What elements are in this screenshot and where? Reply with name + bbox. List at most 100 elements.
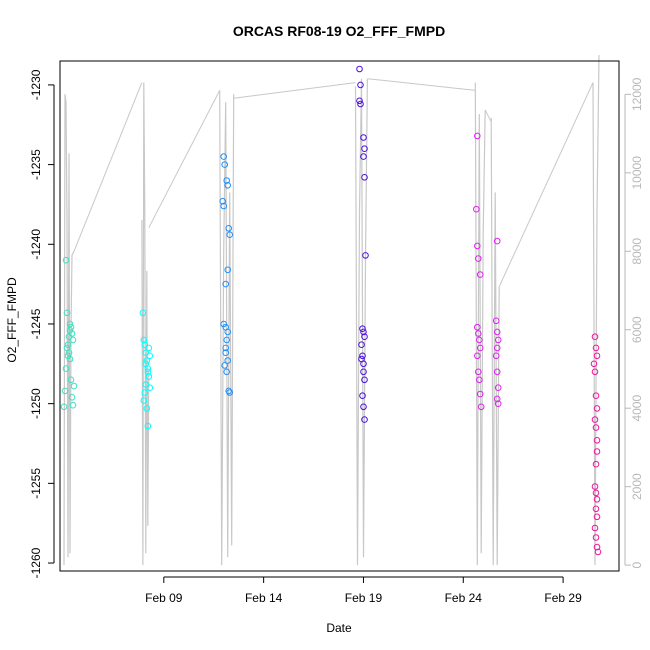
secondary-connection-line (73, 82, 143, 252)
y2-tick-label: 0 (630, 561, 644, 568)
data-point (145, 344, 153, 352)
data-point (145, 373, 153, 380)
data-point (361, 174, 368, 181)
secondary-connection-line (367, 78, 476, 91)
y2-tick-label: 8000 (630, 238, 644, 265)
data-point (474, 352, 481, 360)
y-tick-label: -1260 (29, 547, 43, 578)
data-point (493, 344, 501, 352)
data-point (591, 524, 599, 532)
x-axis-label: Date (326, 621, 352, 635)
y-tick-label: -1240 (29, 229, 43, 260)
data-point (140, 336, 148, 344)
y-tick-label: -1230 (29, 69, 43, 100)
data-point (360, 134, 367, 141)
data-point (593, 543, 601, 551)
data-point (477, 403, 485, 411)
y2-tick-label: 12000 (630, 77, 644, 111)
secondary-flight-line (219, 90, 235, 566)
data-point (64, 341, 72, 349)
data-point (356, 65, 363, 73)
data-point (360, 368, 367, 376)
data-point (359, 392, 366, 400)
data-point (222, 344, 229, 352)
data-point (593, 437, 601, 444)
data-point (493, 395, 501, 403)
data-point (357, 81, 364, 89)
data-point (494, 400, 502, 408)
data-point (475, 368, 482, 376)
x-tick-label: Feb 24 (445, 591, 483, 605)
data-point (493, 328, 501, 336)
secondary-flight-line (490, 117, 500, 566)
data-point (223, 336, 230, 344)
data-point (474, 323, 481, 331)
data-point (222, 349, 229, 357)
secondary-flight-line (474, 82, 486, 566)
data-point (143, 357, 151, 364)
data-point (65, 349, 73, 357)
data-point (141, 341, 149, 349)
data-point (142, 349, 150, 357)
y-tick-label: -1245 (29, 308, 43, 339)
data-point (592, 344, 600, 352)
data-point (62, 256, 70, 264)
data-point (144, 422, 152, 430)
points-layer (60, 65, 602, 556)
data-point (142, 381, 150, 388)
data-point (474, 132, 481, 140)
data-point (494, 336, 502, 344)
data-point (592, 489, 600, 497)
data-point (224, 357, 231, 364)
data-point (63, 309, 71, 317)
data-point (358, 355, 365, 363)
data-point (220, 202, 227, 210)
secondary-series-layer (63, 55, 600, 566)
data-point (592, 534, 600, 541)
data-point (593, 448, 601, 455)
data-point (591, 333, 599, 341)
data-point (594, 548, 602, 556)
y-axis-label: O2_FFF_FMPD (5, 277, 19, 363)
data-point (223, 177, 230, 184)
data-point (360, 153, 367, 160)
data-point (359, 352, 366, 360)
data-point (476, 390, 484, 398)
data-point (361, 376, 368, 384)
data-point (476, 271, 484, 278)
data-point (143, 405, 151, 412)
data-point (493, 368, 501, 376)
data-point (356, 97, 363, 105)
data-point (61, 387, 69, 395)
data-point (226, 389, 233, 396)
data-point (592, 392, 600, 400)
data-point (225, 387, 232, 395)
data-point (476, 336, 483, 344)
y2-tick-label: 10000 (630, 156, 644, 190)
data-point (224, 182, 231, 189)
secondary-connection-line (484, 109, 492, 123)
x-tick-label: Feb 14 (245, 591, 283, 605)
y2-tick-label: 4000 (630, 395, 644, 422)
data-point (140, 397, 148, 404)
y-tick-label: -1235 (29, 149, 43, 180)
data-point (359, 325, 366, 333)
data-point (592, 505, 600, 513)
data-point (223, 368, 230, 376)
data-point (361, 145, 368, 152)
plot-frame (59, 60, 620, 572)
data-point (67, 323, 75, 331)
data-point (475, 330, 482, 337)
axes-layer: Feb 09 Feb 14 Feb 19 Feb 24 Feb 29 -1230 -1235… (29, 69, 644, 605)
secondary-flight-line (141, 82, 150, 566)
secondary-flight-line (354, 78, 368, 566)
data-point (224, 328, 231, 336)
x-tick-label: Feb 09 (145, 591, 183, 605)
data-point (592, 424, 600, 431)
data-point (492, 352, 500, 360)
data-point (225, 225, 232, 232)
data-point (591, 483, 599, 490)
data-point (593, 513, 601, 521)
data-point (361, 333, 368, 341)
